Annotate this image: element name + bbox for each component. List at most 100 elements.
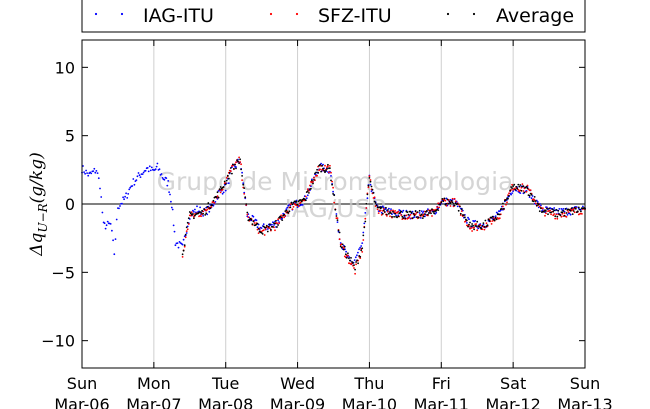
point-iag-itu — [199, 206, 202, 209]
point-sfz-itu — [269, 227, 271, 230]
point-sfz-itu — [436, 206, 439, 209]
point-sfz-itu — [491, 220, 494, 222]
point-average — [522, 185, 525, 188]
point-average — [355, 261, 357, 263]
x-tick-label-date: Mar-08 — [198, 395, 253, 409]
point-sfz-itu — [183, 245, 186, 248]
y-axis-label-unit: (g/kg) — [27, 152, 47, 203]
axis-ticks — [81, 40, 586, 368]
point-iag-itu — [413, 216, 416, 218]
point-iag-itu — [170, 206, 173, 209]
point-sfz-itu — [526, 184, 529, 187]
point-iag-itu — [510, 193, 512, 196]
point-average — [277, 224, 279, 226]
point-average — [561, 211, 564, 214]
point-average — [238, 162, 241, 165]
point-iag-itu — [148, 165, 151, 168]
point-average — [181, 253, 184, 256]
point-iag-itu — [354, 256, 357, 259]
point-sfz-itu — [459, 214, 462, 217]
point-iag-itu — [96, 172, 99, 175]
point-average — [569, 209, 572, 212]
point-iag-itu — [115, 218, 118, 221]
point-average — [580, 210, 582, 213]
point-average — [340, 246, 343, 249]
plot-area: Grupo de Micrometeorologia IAG/USP — [81, 39, 586, 369]
point-average — [291, 203, 294, 206]
point-average — [412, 212, 415, 215]
point-iag-itu — [271, 223, 273, 226]
point-iag-itu — [124, 195, 126, 198]
point-iag-itu — [345, 250, 347, 253]
point-iag-itu — [149, 169, 152, 172]
point-sfz-itu — [313, 176, 315, 179]
point-iag-itu — [171, 208, 174, 211]
x-tick-label-day: Thu — [353, 374, 384, 393]
point-sfz-itu — [538, 205, 541, 208]
point-average — [274, 222, 276, 225]
point-average — [336, 219, 339, 222]
point-iag-itu — [158, 168, 161, 171]
point-iag-itu — [94, 171, 97, 174]
point-iag-itu — [121, 202, 123, 205]
point-sfz-itu — [239, 161, 242, 163]
point-average — [269, 223, 271, 226]
legend-entry-iag-itu: IAG-ITU — [94, 5, 214, 27]
point-sfz-itu — [511, 183, 513, 186]
point-sfz-itu — [453, 197, 456, 200]
point-sfz-itu — [354, 272, 356, 275]
point-average — [381, 212, 384, 215]
point-average — [359, 255, 362, 258]
point-iag-itu — [127, 193, 130, 195]
point-average — [480, 227, 483, 230]
x-tick-label-day: Fri — [432, 374, 451, 393]
point-average — [487, 218, 490, 221]
point-average — [296, 203, 299, 206]
point-iag-itu — [418, 212, 421, 214]
point-average — [558, 213, 561, 216]
point-iag-itu — [466, 222, 468, 224]
point-iag-itu — [366, 197, 369, 200]
point-average — [374, 202, 377, 204]
point-average — [217, 196, 220, 199]
point-average — [403, 214, 406, 217]
point-average — [458, 205, 461, 208]
point-average — [244, 196, 247, 199]
point-sfz-itu — [449, 205, 452, 207]
point-average — [570, 207, 573, 210]
point-average — [426, 209, 428, 212]
legend-label-sfz-itu: SFZ-ITU — [318, 5, 392, 27]
point-average — [320, 170, 322, 173]
point-sfz-itu — [552, 214, 555, 217]
point-iag-itu — [113, 253, 116, 256]
point-average — [576, 210, 579, 213]
point-average — [288, 210, 291, 213]
point-iag-itu — [169, 193, 171, 196]
point-average — [207, 202, 210, 204]
point-average — [386, 213, 388, 216]
point-iag-itu — [139, 176, 142, 179]
point-sfz-itu — [336, 217, 339, 220]
point-iag-itu — [421, 212, 424, 214]
point-sfz-itu — [545, 212, 547, 215]
point-sfz-itu — [555, 213, 558, 216]
x-tick-label-day: Tue — [211, 374, 239, 393]
point-average — [451, 201, 454, 204]
point-average — [212, 199, 215, 202]
point-iag-itu — [146, 167, 149, 169]
point-iag-itu — [133, 183, 136, 186]
point-sfz-itu — [492, 217, 495, 220]
point-average — [429, 210, 431, 212]
point-sfz-itu — [437, 202, 440, 205]
point-iag-itu — [170, 200, 172, 203]
point-iag-itu — [370, 190, 373, 193]
point-sfz-itu — [240, 163, 243, 166]
point-iag-itu — [99, 187, 101, 190]
point-sfz-itu — [365, 207, 368, 209]
x-tick-label-date: Mar-10 — [342, 395, 397, 409]
point-average — [466, 219, 468, 222]
point-average — [347, 252, 349, 255]
point-average — [337, 229, 340, 232]
point-average — [572, 210, 575, 212]
point-iag-itu — [92, 170, 95, 173]
